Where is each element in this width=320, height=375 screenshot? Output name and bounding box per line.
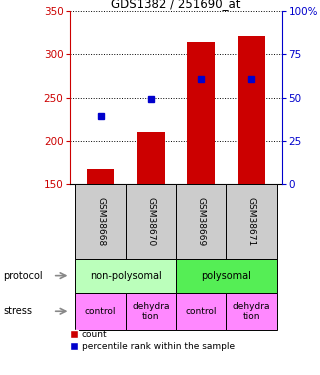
Bar [226,292,276,330]
Text: dehydra
tion: dehydra tion [132,302,170,321]
Text: GSM38668: GSM38668 [96,196,105,246]
Bar [187,42,215,184]
Bar [176,184,226,259]
Bar [176,292,226,330]
Bar [226,184,276,259]
Bar [76,292,126,330]
Text: dehydra
tion: dehydra tion [233,302,270,321]
Text: polysomal: polysomal [201,271,251,280]
Text: non-polysomal: non-polysomal [90,271,162,280]
Bar [76,184,126,259]
Text: GSM38671: GSM38671 [247,196,256,246]
Text: stress: stress [3,306,32,316]
Bar [126,184,176,259]
Bar [176,259,276,292]
Text: GSM38669: GSM38669 [197,196,206,246]
Text: control: control [185,307,217,316]
Bar [238,36,265,184]
Title: GDS1382 / 251690_at: GDS1382 / 251690_at [111,0,241,10]
Legend: count, percentile rank within the sample: count, percentile rank within the sample [71,330,235,351]
Text: control: control [85,307,116,316]
Bar [76,259,176,292]
Bar [87,169,115,184]
Bar [126,292,176,330]
Text: GSM38670: GSM38670 [146,196,155,246]
Text: protocol: protocol [3,271,43,280]
Bar [137,132,165,184]
